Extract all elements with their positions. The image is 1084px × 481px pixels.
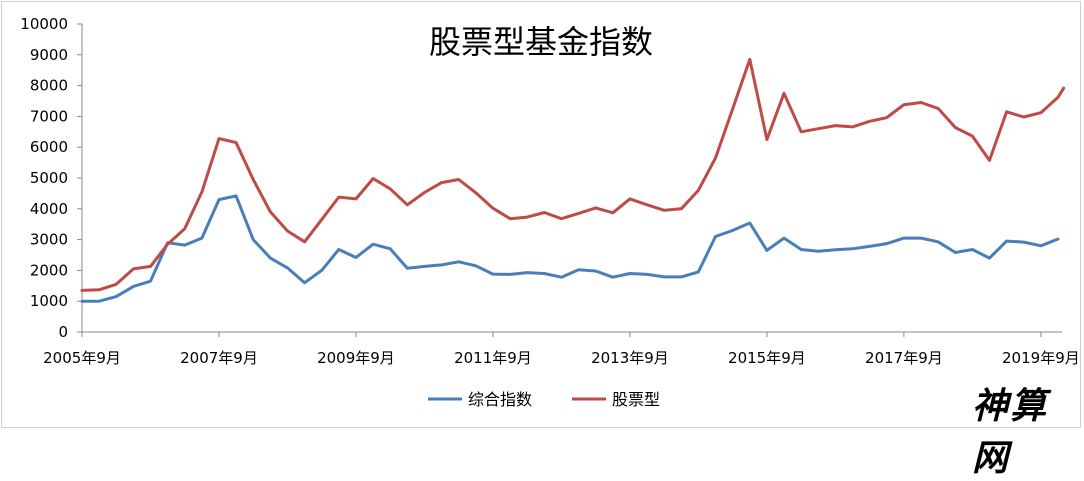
y-axis-ticks: 0 1000 2000 3000 4000 5000 6000 7000 8000 9000 100… — [20, 15, 82, 341]
x-tick-label: 2015年9月 — [728, 349, 806, 367]
series-line-composite-index — [80, 194, 1060, 303]
legend-label: 综合指数 — [468, 390, 532, 409]
chart-frame — [1, 1, 1081, 428]
x-tick-label: 2005年9月 — [43, 349, 121, 367]
watermark-logo: 神算网 — [972, 385, 1049, 479]
legend-item-composite-index: 综合指数 — [428, 390, 532, 409]
y-tick-label: 1000 — [30, 292, 68, 310]
series-lines — [80, 57, 1066, 303]
chart-title: 股票型基金指数 — [429, 23, 653, 61]
y-tick-label: 10000 — [20, 15, 68, 33]
legend-label: 股票型 — [612, 390, 660, 409]
x-tick-label: 2007年9月 — [180, 349, 258, 367]
legend: 综合指数 股票型 — [428, 390, 660, 409]
x-tick-label: 2017年9月 — [865, 349, 943, 367]
y-tick-label: 9000 — [30, 46, 68, 64]
y-tick-label: 7000 — [30, 107, 68, 125]
series-line-stock-fund — [80, 57, 1066, 292]
x-axis-ticks: 2005年9月 2007年9月 2009年9月 2011年9月 2013年9月 2015年… — [43, 332, 1080, 367]
axes — [81, 24, 1062, 333]
line-chart: 0 1000 2000 3000 4000 5000 6000 7000 8000 9000 100… — [20, 15, 1080, 409]
x-tick-label: 2019年9月 — [1002, 349, 1080, 367]
y-tick-label: 5000 — [30, 169, 68, 187]
x-tick-label: 2011年9月 — [454, 349, 532, 367]
legend-item-stock-fund: 股票型 — [572, 390, 660, 409]
y-tick-label: 4000 — [30, 200, 68, 218]
x-tick-label: 2009年9月 — [317, 349, 395, 367]
y-tick-label: 8000 — [30, 77, 68, 95]
y-tick-label: 3000 — [30, 231, 68, 249]
x-tick-label: 2013年9月 — [591, 349, 669, 367]
y-tick-label: 2000 — [30, 261, 68, 279]
y-tick-label: 0 — [58, 323, 68, 341]
y-tick-label: 6000 — [30, 138, 68, 156]
